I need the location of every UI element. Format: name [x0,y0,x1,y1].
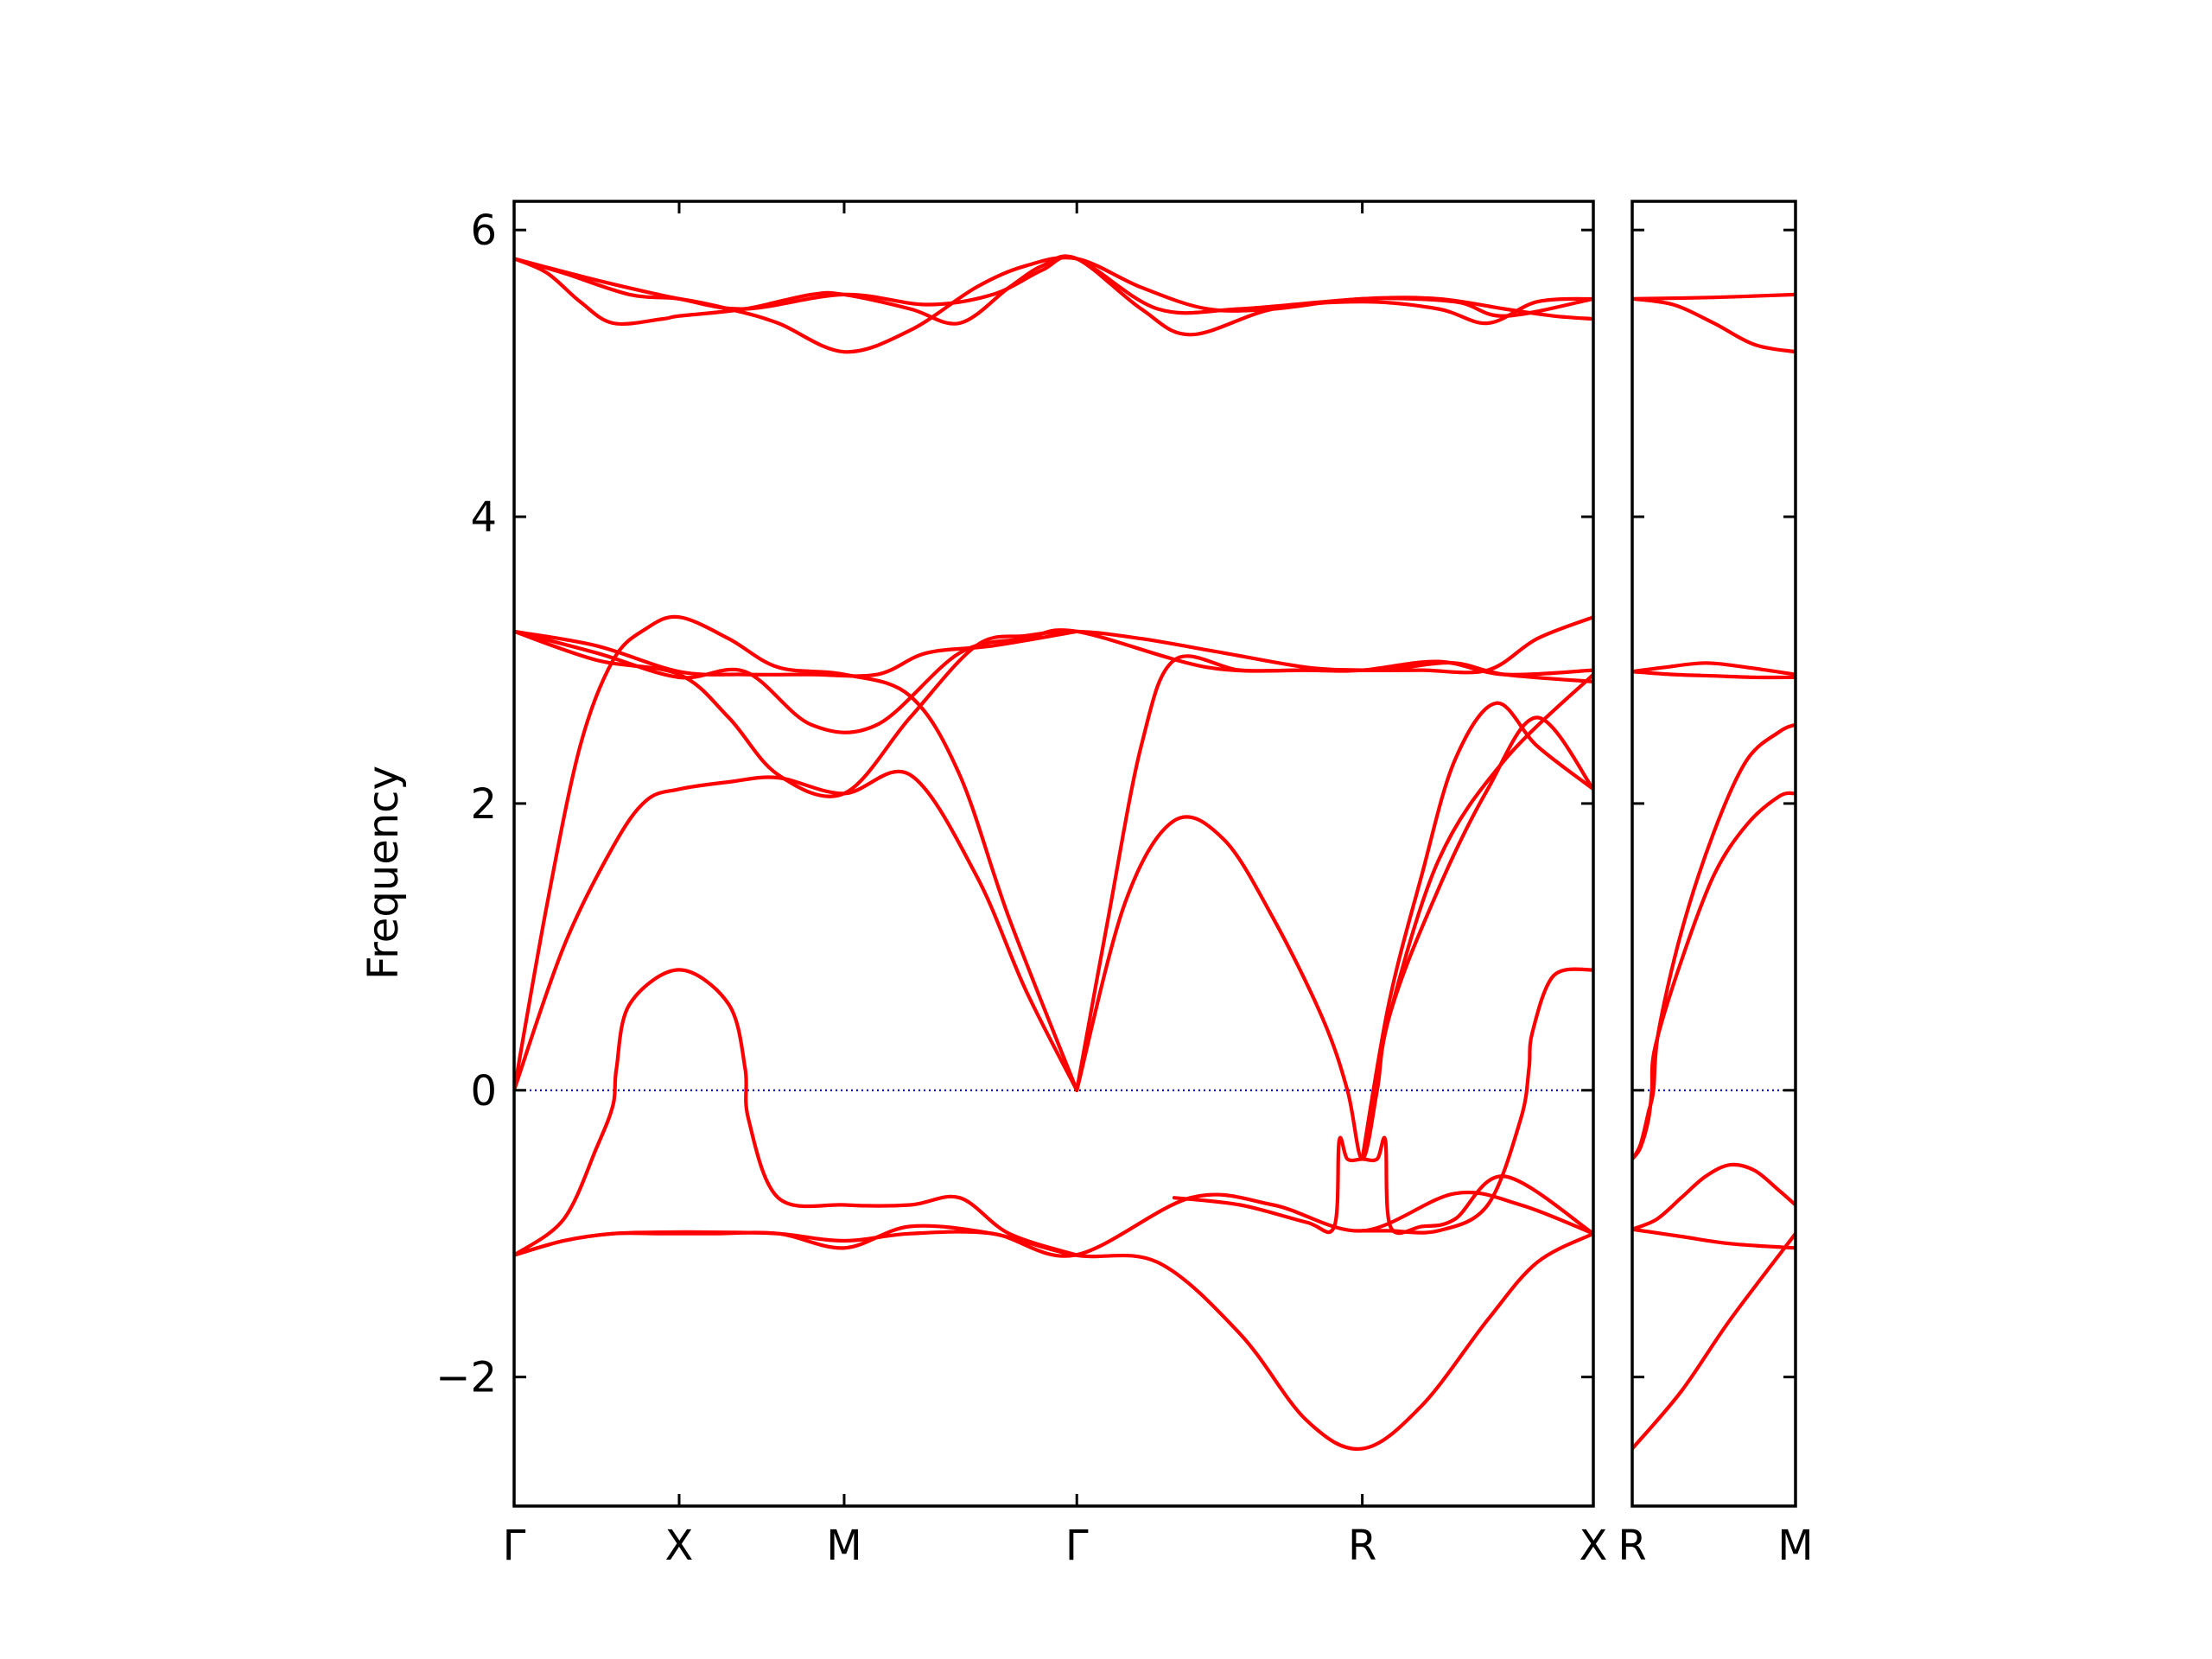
panel-main: −2 0 2 4 6 Γ X M Γ R X [435,200,1608,1570]
x-tick-label: X [665,1522,694,1570]
y-tick-label: 6 [470,207,497,255]
band-group [514,254,1593,1452]
band-10-line [1360,701,1593,1161]
band-5-line [1632,722,1796,1161]
x-tick-label: X [1580,1522,1608,1570]
axes-frame [512,200,1595,1508]
y-tick-label: 4 [470,493,497,542]
band-13-line [514,615,1593,798]
band-7-line [1632,661,1796,677]
band-8-line [1632,292,1796,301]
x-tick-label: M [1777,1522,1813,1570]
y-tick-label: 2 [470,780,497,829]
x-tick-label: Γ [503,1522,526,1570]
band-3-line [1632,1162,1796,1231]
band-14-line [514,629,1079,678]
y-tick-label: −2 [435,1354,497,1402]
band-7-line [514,614,1079,1092]
band-6-line [514,769,1079,1092]
band-9-line [1632,296,1796,354]
y-axis-label: Frequency [359,766,408,980]
band-17-line [514,255,1593,321]
band-8-line [1075,672,1593,1161]
band-1-line [1632,1231,1796,1451]
band-2-line [1632,1227,1796,1250]
axes-frame [1630,200,1797,1508]
band-4-line [1172,1135,1593,1236]
y-tick-label: 0 [470,1067,497,1116]
x-tick-label: R [1348,1522,1376,1570]
x-tick-label: R [1618,1522,1646,1570]
band-2-line [514,1224,1593,1452]
band-3-line [514,968,1079,1257]
band-group [1632,292,1796,1451]
x-tick-label: Γ [1065,1522,1089,1570]
x-tick-label: M [826,1522,861,1570]
band-6-line [1632,670,1796,680]
band-11-line [1360,715,1593,1161]
band-5-line [1360,967,1593,1235]
